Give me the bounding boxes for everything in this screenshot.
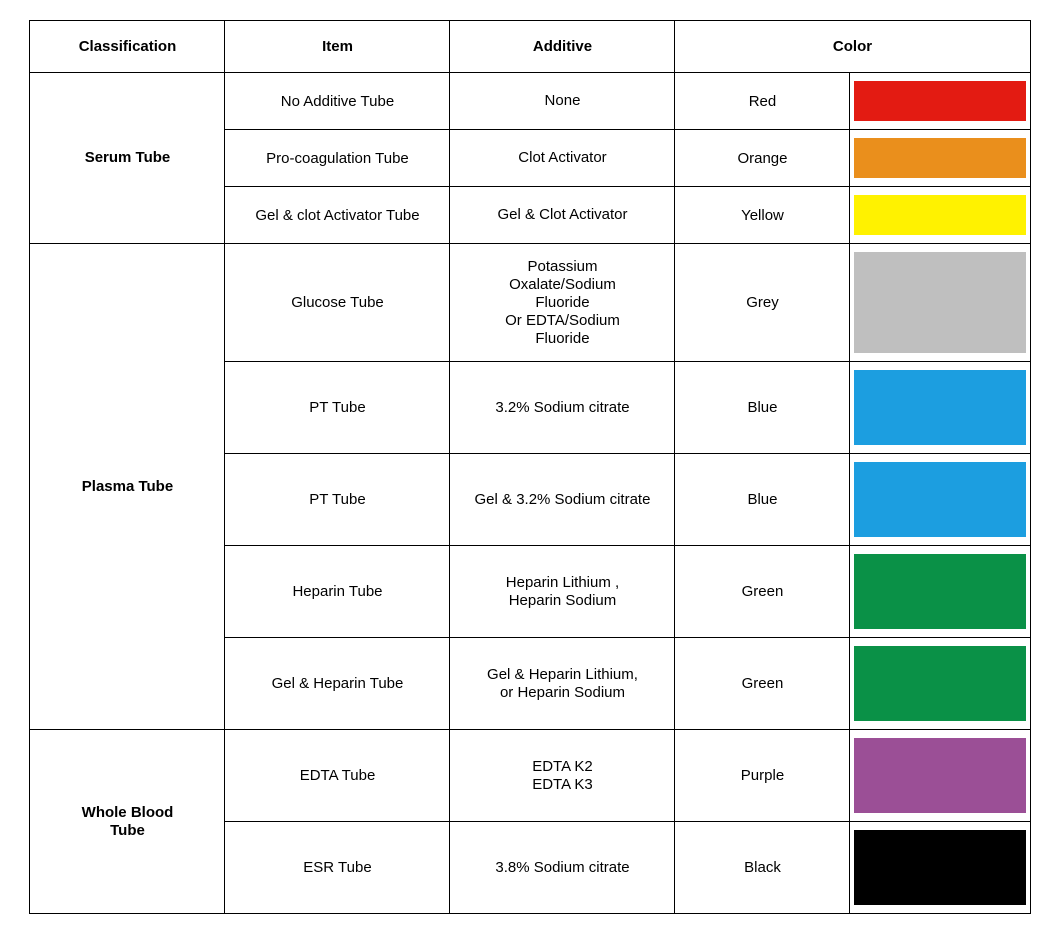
table-row: Serum TubeNo Additive TubeNoneRed: [30, 73, 1030, 130]
color-swatch-cell: [850, 822, 1030, 914]
color-swatch-cell: [850, 638, 1030, 730]
additive-cell: Heparin Lithium , Heparin Sodium: [450, 546, 675, 638]
header-classification: Classification: [30, 21, 225, 73]
header-additive: Additive: [450, 21, 675, 73]
additive-cell: 3.8% Sodium citrate: [450, 822, 675, 914]
table-body: Serum TubeNo Additive TubeNoneRedPro-coa…: [30, 73, 1030, 914]
color-swatch: [854, 554, 1025, 629]
item-cell: PT Tube: [225, 454, 450, 546]
additive-cell: None: [450, 73, 675, 130]
color-swatch: [854, 138, 1025, 178]
color-swatch-cell: [850, 546, 1030, 638]
additive-cell: Potassium Oxalate/Sodium Fluoride Or EDT…: [450, 244, 675, 362]
table-row: Plasma TubeGlucose TubePotassium Oxalate…: [30, 244, 1030, 362]
color-name-cell: Green: [675, 546, 850, 638]
item-cell: Gel & clot Activator Tube: [225, 187, 450, 244]
classification-cell: Plasma Tube: [30, 244, 225, 730]
additive-cell: Clot Activator: [450, 130, 675, 187]
additive-cell: Gel & Heparin Lithium, or Heparin Sodium: [450, 638, 675, 730]
additive-cell: EDTA K2 EDTA K3: [450, 730, 675, 822]
color-name-cell: Grey: [675, 244, 850, 362]
color-name-cell: Yellow: [675, 187, 850, 244]
color-swatch-cell: [850, 730, 1030, 822]
color-swatch: [854, 462, 1025, 537]
tube-classification-table: Classification Item Additive Color Serum…: [29, 20, 1030, 914]
item-cell: EDTA Tube: [225, 730, 450, 822]
color-swatch-cell: [850, 362, 1030, 454]
color-swatch: [854, 370, 1025, 445]
header-item: Item: [225, 21, 450, 73]
color-swatch: [854, 830, 1025, 905]
color-swatch-cell: [850, 454, 1030, 546]
color-name-cell: Blue: [675, 454, 850, 546]
color-swatch-cell: [850, 130, 1030, 187]
header-color: Color: [675, 21, 1030, 73]
color-name-cell: Green: [675, 638, 850, 730]
item-cell: Gel & Heparin Tube: [225, 638, 450, 730]
color-swatch-cell: [850, 73, 1030, 130]
item-cell: Heparin Tube: [225, 546, 450, 638]
additive-cell: 3.2% Sodium citrate: [450, 362, 675, 454]
item-cell: ESR Tube: [225, 822, 450, 914]
table-row: Whole Blood TubeEDTA TubeEDTA K2 EDTA K3…: [30, 730, 1030, 822]
item-cell: No Additive Tube: [225, 73, 450, 130]
item-cell: PT Tube: [225, 362, 450, 454]
color-name-cell: Blue: [675, 362, 850, 454]
color-swatch: [854, 646, 1025, 721]
color-swatch-cell: [850, 244, 1030, 362]
color-name-cell: Red: [675, 73, 850, 130]
classification-cell: Serum Tube: [30, 73, 225, 244]
color-swatch: [854, 738, 1025, 813]
item-cell: Glucose Tube: [225, 244, 450, 362]
table-header: Classification Item Additive Color: [30, 21, 1030, 73]
color-name-cell: Orange: [675, 130, 850, 187]
color-swatch-cell: [850, 187, 1030, 244]
additive-cell: Gel & 3.2% Sodium citrate: [450, 454, 675, 546]
additive-cell: Gel & Clot Activator: [450, 187, 675, 244]
color-name-cell: Black: [675, 822, 850, 914]
color-swatch: [854, 81, 1025, 121]
color-name-cell: Purple: [675, 730, 850, 822]
classification-cell: Whole Blood Tube: [30, 730, 225, 914]
color-swatch: [854, 252, 1025, 353]
item-cell: Pro-coagulation Tube: [225, 130, 450, 187]
color-swatch: [854, 195, 1025, 235]
